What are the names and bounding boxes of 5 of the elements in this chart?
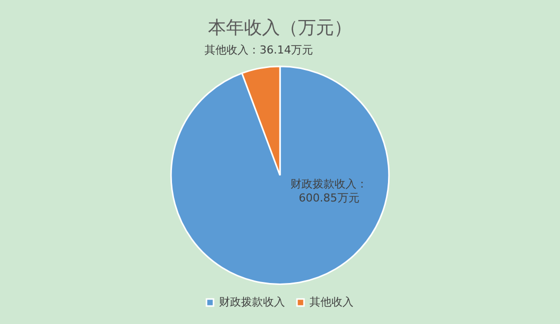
legend-label: 其他收入 <box>310 295 354 308</box>
legend-label: 财政拨款收入 <box>219 295 285 308</box>
data-label: 其他收入：36.14万元 <box>204 44 314 57</box>
chart-title: 本年收入（万元） <box>208 17 352 38</box>
data-label: 财政拨款收入：600.85万元 <box>290 178 368 204</box>
